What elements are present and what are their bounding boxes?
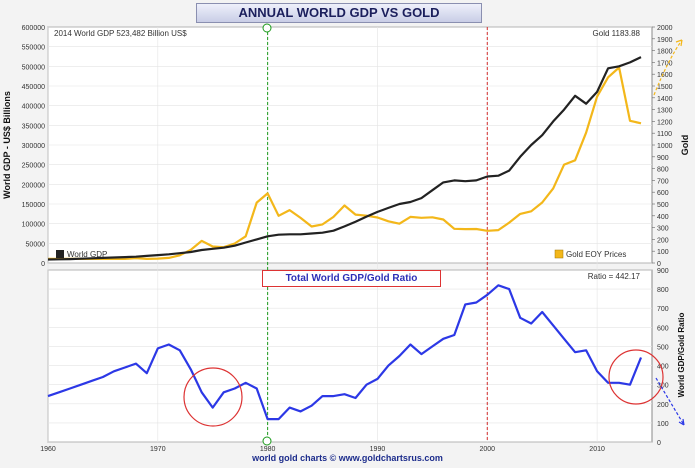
ratio-tick-label: 200: [657, 402, 669, 409]
gdp-tick-label: 100000: [22, 222, 45, 229]
gdp-tick-label: 200000: [22, 182, 45, 189]
ratio-projection-arrow: [655, 377, 685, 426]
ratio-tick-label: 0: [657, 440, 661, 447]
ratio-tick-label: 400: [657, 364, 669, 371]
gdp-tick-label: 550000: [22, 45, 45, 52]
ratio-circle-2014: [608, 349, 664, 405]
gold-tick-label: 200: [657, 237, 669, 244]
gdp-gold-ratio-line: [47, 284, 643, 421]
gold-tick-label: 900: [657, 155, 669, 162]
gold-tick-label: 100: [657, 249, 669, 256]
gdp-note: 2014 World GDP 523,482 Billion US$: [54, 29, 187, 38]
gdp-tick-label: 250000: [22, 163, 45, 170]
chart-title: ANNUAL WORLD GDP VS GOLD: [196, 3, 482, 23]
gold-tick-label: 700: [657, 178, 669, 185]
ratio-axis-title: World GDP/Gold Ratio: [677, 313, 686, 398]
gdp-tick-label: 450000: [22, 84, 45, 91]
world-gdp-line: [47, 56, 642, 261]
gdp-tick-label: 350000: [22, 123, 45, 130]
gdp-tick-label: 400000: [22, 104, 45, 111]
top-marker: [262, 23, 272, 33]
legend-gold-swatch: [554, 249, 564, 259]
gold-tick-label: 1200: [657, 119, 673, 126]
gold-tick-label: 2000: [657, 25, 673, 32]
gold-tick-label: 1700: [657, 60, 673, 67]
ratio-arrowhead: [678, 418, 685, 426]
gdp-tick-label: 500000: [22, 64, 45, 71]
ratio-title-box: Total World GDP/Gold Ratio: [262, 270, 441, 287]
gold-note: Gold 1183.88: [593, 29, 641, 38]
x-tick-label: 1990: [370, 446, 386, 453]
gold-tick-label: 1100: [657, 131, 672, 138]
bottom-marker: [262, 436, 272, 446]
gold-tick-label: 0: [657, 261, 661, 268]
x-tick-label: 1960: [40, 446, 56, 453]
bottom-plot-area: [47, 269, 653, 443]
gold-tick-label: 1600: [657, 72, 673, 79]
ratio-tick-label: 700: [657, 306, 669, 313]
x-tick-label: 2010: [589, 446, 605, 453]
ratio-tick-label: 600: [657, 325, 669, 332]
x-tick-label: 1970: [150, 446, 166, 453]
gold-tick-label: 1800: [657, 49, 673, 56]
ratio-tick-label: 800: [657, 287, 669, 294]
gdp-tick-label: 600000: [22, 25, 45, 32]
gold-tick-label: 1500: [657, 84, 673, 91]
ratio-tick-label: 300: [657, 383, 669, 390]
ratio-tick-label: 100: [657, 421, 669, 428]
low-ratio-circle-1970s: [183, 367, 243, 427]
x-tick-label: 2000: [479, 446, 495, 453]
ratio-tick-label: 500: [657, 344, 669, 351]
gdp-tick-label: 0: [41, 261, 45, 268]
gold-tick-label: 1000: [657, 143, 673, 150]
gold-tick-label: 1400: [657, 96, 673, 103]
gold-tick-label: 500: [657, 202, 669, 209]
gdp-tick-label: 150000: [22, 202, 45, 209]
gold-tick-label: 300: [657, 226, 669, 233]
ratio-note: Ratio = 442.17: [588, 272, 641, 281]
gold-price-line: [48, 66, 642, 260]
legend-gdp-swatch: [56, 250, 64, 258]
gold-tick-label: 1300: [657, 108, 673, 115]
ratio-tick-label: 900: [657, 268, 669, 275]
gold-projection-arrow: [653, 39, 683, 96]
x-tick-label: 1980: [260, 446, 276, 453]
gold-tick-label: 1900: [657, 37, 673, 44]
legend-gold-label: Gold EOY Prices: [566, 250, 626, 259]
gold-tick-label: 800: [657, 167, 669, 174]
gdp-tick-label: 300000: [22, 143, 45, 150]
gdp-tick-label: 50000: [26, 241, 46, 248]
footer-credit: world gold charts © www.goldchartsrus.co…: [252, 453, 443, 463]
gold-tick-label: 400: [657, 214, 669, 221]
legend-gdp-label: World GDP: [67, 250, 107, 259]
gold-tick-label: 600: [657, 190, 669, 197]
gold-arrowhead: [675, 39, 683, 47]
gdp-axis-title: World GDP - US$ Billions: [2, 91, 12, 199]
gold-axis-title: Gold: [680, 135, 690, 156]
